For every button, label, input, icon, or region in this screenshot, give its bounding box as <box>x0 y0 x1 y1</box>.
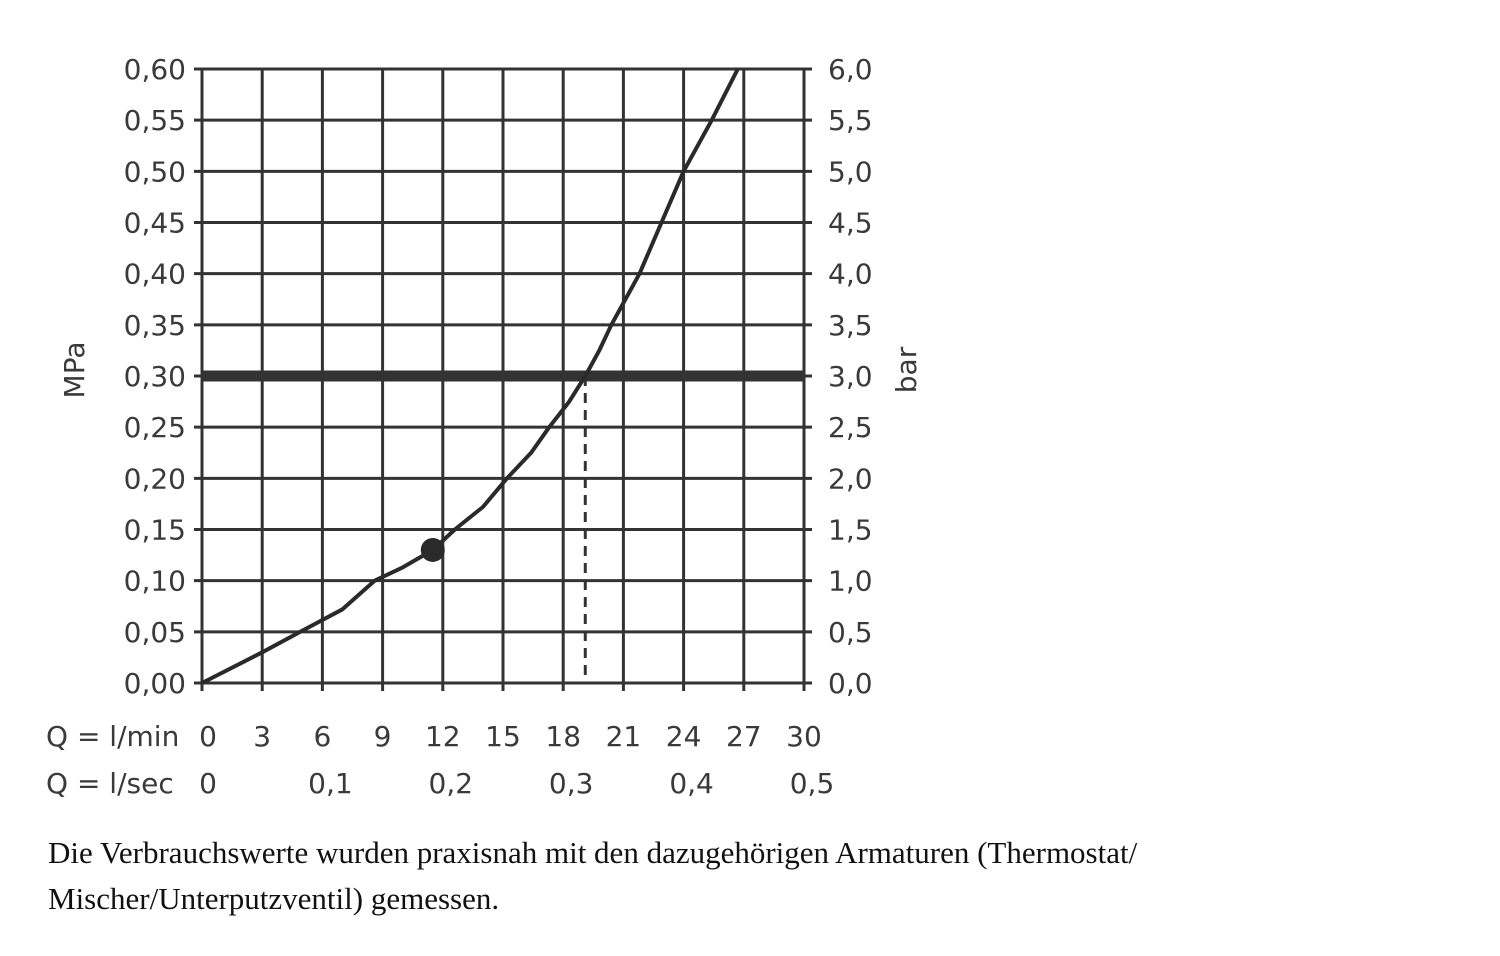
right-tick-label: 2,5 <box>828 411 873 444</box>
x-tick-label-lmin: 12 <box>425 720 461 753</box>
x-tick-label-lsec: 0,1 <box>308 767 353 800</box>
x-tick-label-lsec: 0,3 <box>549 767 594 800</box>
x-tick-label-lsec: 0,2 <box>429 767 474 800</box>
left-tick-label: 0,55 <box>124 104 186 137</box>
x-tick-label-lmin: 30 <box>786 720 822 753</box>
x-tick-label-lsec: 0,5 <box>790 767 835 800</box>
right-tick-label: 0,0 <box>828 667 873 700</box>
x-tick-label-lmin: 6 <box>313 720 331 753</box>
x-tick-label-lmin: 9 <box>374 720 392 753</box>
left-axis-label: MPa <box>58 342 91 399</box>
right-tick-label: 0,5 <box>828 616 873 649</box>
x-axis-label-lsec: Q = l/sec <box>46 767 174 800</box>
right-tick-label: 3,0 <box>828 360 873 393</box>
footnote: Die Verbrauchswerte wurden praxisnah mit… <box>48 835 1138 916</box>
x-tick-label-lmin: 18 <box>545 720 581 753</box>
left-tick-label: 0,30 <box>124 360 186 393</box>
x-tick-label-lmin: 0 <box>199 720 217 753</box>
right-tick-label: 1,5 <box>828 514 873 547</box>
right-tick-label: 1,0 <box>828 565 873 598</box>
left-tick-label: 0,60 <box>124 53 186 86</box>
right-tick-label: 4,5 <box>828 207 873 240</box>
x-tick-label-lmin: 15 <box>485 720 521 753</box>
left-tick-label: 0,00 <box>124 667 186 700</box>
right-tick-label: 5,0 <box>828 155 873 188</box>
series-line <box>201 68 740 685</box>
left-tick-label: 0,35 <box>124 309 186 342</box>
x-tick-label-lmin: 24 <box>666 720 702 753</box>
left-tick-label: 0,05 <box>124 616 186 649</box>
left-tick-label: 0,10 <box>124 565 186 598</box>
x-tick-label-lmin: 21 <box>606 720 642 753</box>
x-tick-label-lsec: 0,4 <box>669 767 714 800</box>
x-tick-label-lsec: 0 <box>199 767 217 800</box>
left-tick-label: 0,40 <box>124 258 186 291</box>
left-tick-label: 0,50 <box>124 155 186 188</box>
left-tick-label: 0,25 <box>124 411 186 444</box>
left-tick-label: 0,20 <box>124 462 186 495</box>
right-tick-label: 4,0 <box>828 258 873 291</box>
right-tick-label: 2,0 <box>828 462 873 495</box>
x-axis-label-lmin: Q = l/min <box>46 720 179 753</box>
data-point-marker <box>420 537 445 562</box>
right-tick-label: 6,0 <box>828 53 873 86</box>
x-tick-label-lmin: 3 <box>253 720 271 753</box>
right-axis-label: bar <box>890 346 923 393</box>
right-tick-label: 3,5 <box>828 309 873 342</box>
left-tick-label: 0,45 <box>124 207 186 240</box>
left-tick-label: 0,15 <box>124 514 186 547</box>
right-tick-label: 5,5 <box>828 104 873 137</box>
x-tick-label-lmin: 27 <box>726 720 762 753</box>
